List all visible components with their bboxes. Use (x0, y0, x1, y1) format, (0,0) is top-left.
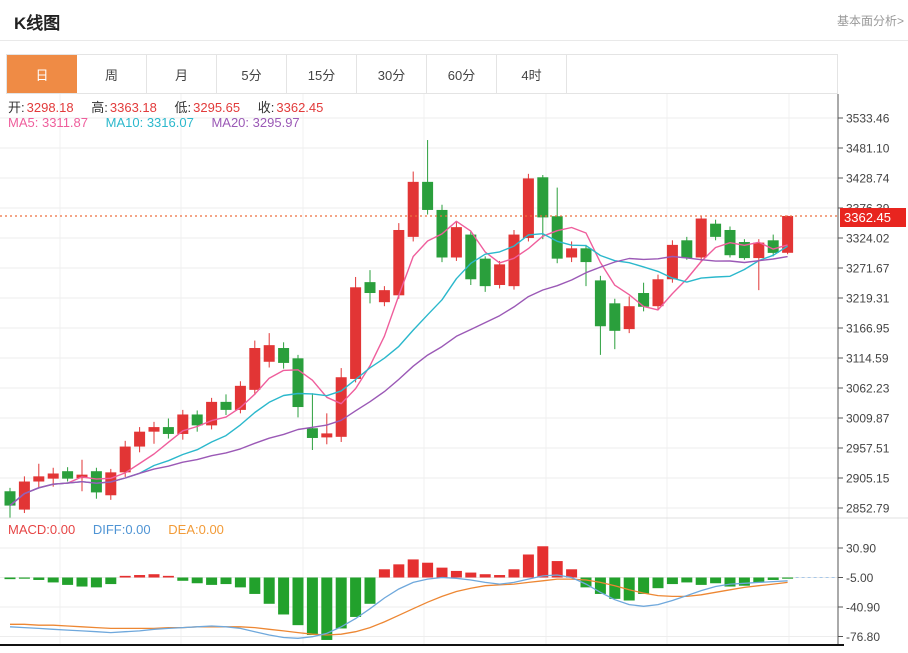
ma-lines (9, 220, 788, 507)
svg-text:3009.87: 3009.87 (846, 412, 890, 426)
svg-text:3219.31: 3219.31 (846, 292, 890, 306)
ma-legend: MA5: 3311.87 MA10: 3316.07 MA20: 3295.97 (8, 115, 300, 130)
diff-line (9, 574, 788, 639)
ma10-label: MA10: (105, 115, 144, 130)
current-price-tag: 3362.45 (840, 208, 906, 227)
candlestick-series (4, 140, 794, 518)
tab-周[interactable]: 周 (77, 55, 147, 93)
tab-bar-filler (567, 55, 837, 93)
fundamental-analysis-link[interactable]: 基本面分析> (836, 14, 904, 28)
ma5-line (9, 220, 788, 507)
svg-text:3062.23: 3062.23 (846, 382, 890, 396)
svg-text:3324.02: 3324.02 (846, 232, 890, 246)
macd-lines (9, 574, 836, 639)
tab-日[interactable]: 日 (7, 55, 77, 93)
close-value: 3362.45 (276, 100, 324, 115)
close-label: 收: (257, 100, 275, 115)
diff-value: 0.00 (125, 522, 151, 537)
svg-text:-40.90: -40.90 (846, 601, 880, 615)
tab-4时[interactable]: 4时 (497, 55, 567, 93)
svg-text:2905.15: 2905.15 (846, 472, 890, 486)
tab-5分[interactable]: 5分 (217, 55, 287, 93)
ohlc-readout: 开: 3298.18 高: 3363.18 低: 3295.65 收: 3362.45 (8, 97, 323, 116)
high-label: 高: (91, 100, 108, 115)
macd-label: MACD: (8, 522, 50, 537)
svg-text:3481.10: 3481.10 (846, 142, 890, 156)
tab-30分[interactable]: 30分 (357, 55, 427, 93)
svg-text:3166.95: 3166.95 (846, 322, 890, 336)
macd-value: 0.00 (49, 522, 76, 537)
svg-text:-5.00: -5.00 (846, 571, 874, 585)
dea-label: DEA: (168, 522, 199, 537)
period-tab-bar: 日周月 5分 15分 30分 60分 4时 (6, 54, 838, 94)
dea-value: 0.00 (198, 522, 224, 537)
svg-text:2957.51: 2957.51 (846, 442, 890, 456)
high-value: 3363.18 (109, 100, 157, 115)
dea-line (10, 578, 788, 636)
ma10-value: 3316.07 (146, 115, 194, 130)
ma5-label: MA5: (8, 115, 39, 130)
low-value: 3295.65 (193, 100, 241, 115)
tab-月[interactable]: 月 (147, 55, 217, 93)
open-value: 3298.18 (26, 100, 74, 115)
macd-histogram (4, 546, 794, 640)
svg-text:3271.67: 3271.67 (846, 262, 890, 276)
svg-text:30.90: 30.90 (846, 542, 876, 556)
svg-text:3533.46: 3533.46 (846, 112, 890, 126)
svg-text:2852.79: 2852.79 (846, 502, 890, 516)
diff-label: DIFF: (92, 522, 126, 537)
ma20-label: MA20: (211, 115, 250, 130)
chart-frame (0, 94, 908, 646)
gridlines (0, 94, 838, 645)
title-divider (0, 40, 908, 41)
price-axis: 3533.463481.103428.743376.393324.023271.… (838, 112, 890, 644)
svg-text:3428.74: 3428.74 (846, 172, 890, 186)
svg-text:-76.80: -76.80 (846, 630, 880, 644)
tab-60分[interactable]: 60分 (427, 55, 497, 93)
ma20-value: 3295.97 (252, 115, 300, 130)
open-label: 开: (8, 100, 25, 115)
tab-15分[interactable]: 15分 (287, 55, 357, 93)
macd-legend: MACD:0.00 DIFF:0.00 DEA:0.00 (8, 522, 224, 537)
ma5-value: 3311.87 (41, 115, 88, 130)
ma20-line (9, 255, 788, 507)
low-label: 低: (174, 100, 192, 115)
svg-text:3114.59: 3114.59 (846, 352, 889, 366)
page-title: K线图 (14, 14, 61, 33)
